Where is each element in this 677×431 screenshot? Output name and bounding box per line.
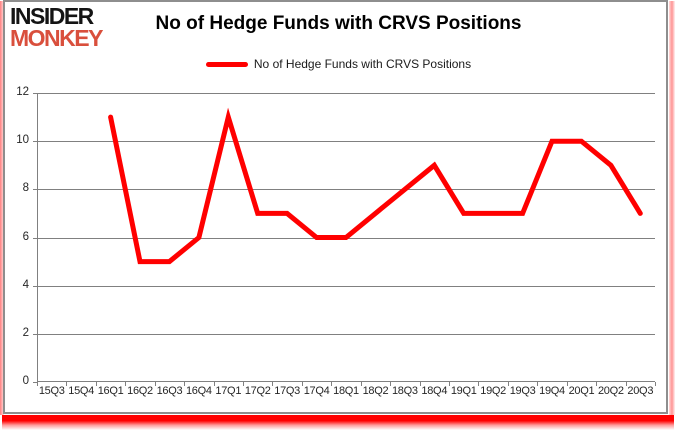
y-axis-label: 6 — [22, 230, 29, 243]
plot-svg — [33, 93, 656, 386]
x-axis-label: 15Q4 — [68, 385, 94, 397]
legend-line-icon — [205, 61, 248, 67]
y-axis-label: 10 — [16, 134, 29, 147]
y-axis-label: 0 — [22, 375, 29, 387]
x-axis-label: 16Q4 — [185, 385, 212, 397]
x-axis-labels: 15Q3 15Q4 16Q1 16Q2 16Q3 16Q4 17Q1 17Q2 17Q3 17Q4… — [37, 385, 655, 400]
y-axis-label: 12 — [16, 86, 29, 98]
x-axis-label: 17Q1 — [215, 385, 242, 397]
x-axis-label: 16Q2 — [127, 385, 153, 397]
x-axis-label: 16Q1 — [97, 385, 124, 397]
x-axis-label: 15Q3 — [38, 385, 65, 397]
x-axis-label: 17Q4 — [303, 385, 330, 397]
plot-area — [33, 93, 656, 386]
series-line — [108, 107, 643, 265]
y-axis-label: 2 — [22, 326, 29, 339]
x-axis-label: 18Q1 — [333, 385, 359, 397]
logo-monkey-text: MONKEY — [10, 24, 103, 51]
x-axis-label: 19Q2 — [480, 385, 506, 397]
y-axis-label: 4 — [22, 278, 29, 291]
x-axis-label: 19Q1 — [450, 385, 477, 397]
x-axis-label: 18Q2 — [362, 385, 389, 397]
x-axis-label: 17Q2 — [244, 385, 271, 397]
red-bottom-bar — [2, 415, 674, 430]
x-axis-label: 19Q3 — [509, 385, 536, 397]
x-axis-label: 16Q3 — [156, 385, 183, 397]
x-axis-label: 17Q3 — [274, 385, 300, 397]
x-axis-label: 20Q1 — [568, 385, 595, 397]
y-axis-labels: 0 2 4 6 8 10 12 — [0, 0, 32, 431]
chart-title: No of Hedge Funds with CRVS Positions — [155, 13, 522, 34]
x-axis-label: 18Q3 — [391, 385, 418, 397]
legend: No of Hedge Funds with CRVS Positions — [0, 57, 677, 71]
red-glow-left — [0, 1, 4, 415]
x-axis-label: 18Q4 — [421, 385, 448, 397]
x-axis-label: 20Q2 — [597, 385, 624, 397]
x-axis-label: 19Q4 — [539, 385, 565, 397]
insider-monkey-logo: INSIDER MONKEY — [10, 3, 103, 51]
red-glow-right — [669, 1, 675, 415]
y-axis-label: 8 — [22, 182, 29, 195]
logo-insider-text: INSIDER — [10, 3, 94, 29]
legend-label: No of Hedge Funds with CRVS Positions — [253, 57, 472, 71]
x-axis-label: 20Q3 — [627, 385, 654, 397]
frame-border — [3, 0, 668, 414]
